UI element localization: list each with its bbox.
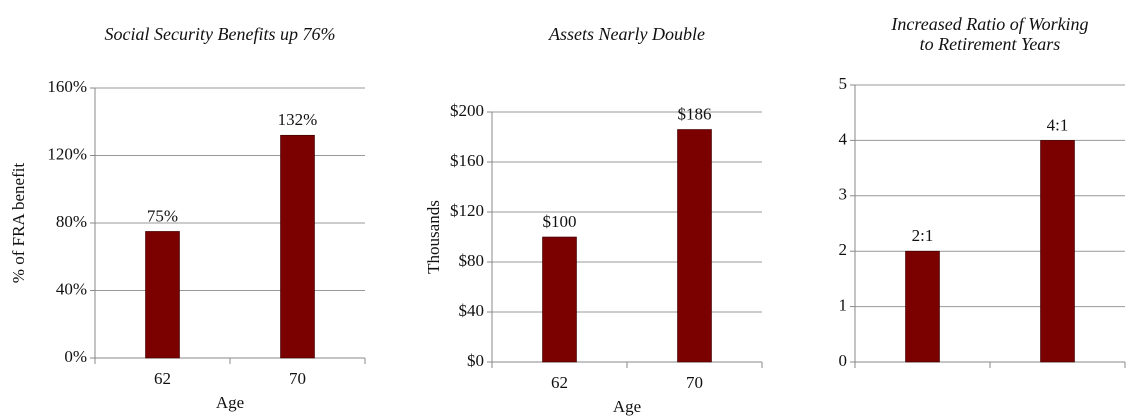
- y-tick-label: 0%: [64, 347, 87, 366]
- y-tick-label: 1: [839, 296, 848, 315]
- chart-title: Increased Ratio of Working: [890, 14, 1088, 34]
- y-tick-label: $160: [450, 151, 484, 170]
- data-label: 2:1: [912, 226, 934, 245]
- y-tick-label: $40: [459, 301, 485, 320]
- y-axis-label: Thousands: [424, 200, 443, 274]
- bar: [1040, 140, 1075, 363]
- y-tick-label: $200: [450, 101, 484, 120]
- y-tick-label: 0: [839, 351, 848, 370]
- y-tick-label: $0: [467, 351, 484, 370]
- x-tick-label: 70: [686, 373, 703, 392]
- x-axis-label: Age: [613, 397, 641, 416]
- chart-title: Assets Nearly Double: [548, 24, 705, 44]
- data-label: 75%: [147, 206, 178, 225]
- y-tick-label: $120: [450, 201, 484, 220]
- x-tick-label: 62: [154, 369, 171, 388]
- y-tick-label: 4: [839, 129, 848, 148]
- y-axis-label: % of FRA benefit: [9, 163, 28, 284]
- data-label: 4:1: [1047, 115, 1069, 134]
- y-tick-label: 2: [839, 240, 848, 259]
- y-tick-label: 40%: [56, 279, 87, 298]
- x-tick-label: 70: [289, 369, 306, 388]
- chart-title: to Retirement Years: [920, 34, 1061, 54]
- y-tick-label: 120%: [47, 144, 87, 163]
- y-tick-label: 160%: [47, 77, 87, 96]
- y-tick-label: 3: [839, 185, 848, 204]
- bar: [542, 236, 577, 363]
- x-axis-label: Age: [216, 393, 244, 412]
- y-tick-label: 80%: [56, 212, 87, 231]
- bar: [905, 250, 940, 363]
- y-tick-label: 5: [839, 74, 848, 93]
- data-label: $100: [543, 212, 577, 231]
- x-tick-label: 62: [551, 373, 568, 392]
- chart-title: Social Security Benefits up 76%: [105, 24, 336, 44]
- bar: [145, 231, 180, 359]
- y-tick-label: $80: [459, 251, 485, 270]
- bar: [677, 129, 712, 363]
- data-label: $186: [678, 104, 712, 123]
- bar: [280, 134, 315, 359]
- data-label: 132%: [278, 110, 318, 129]
